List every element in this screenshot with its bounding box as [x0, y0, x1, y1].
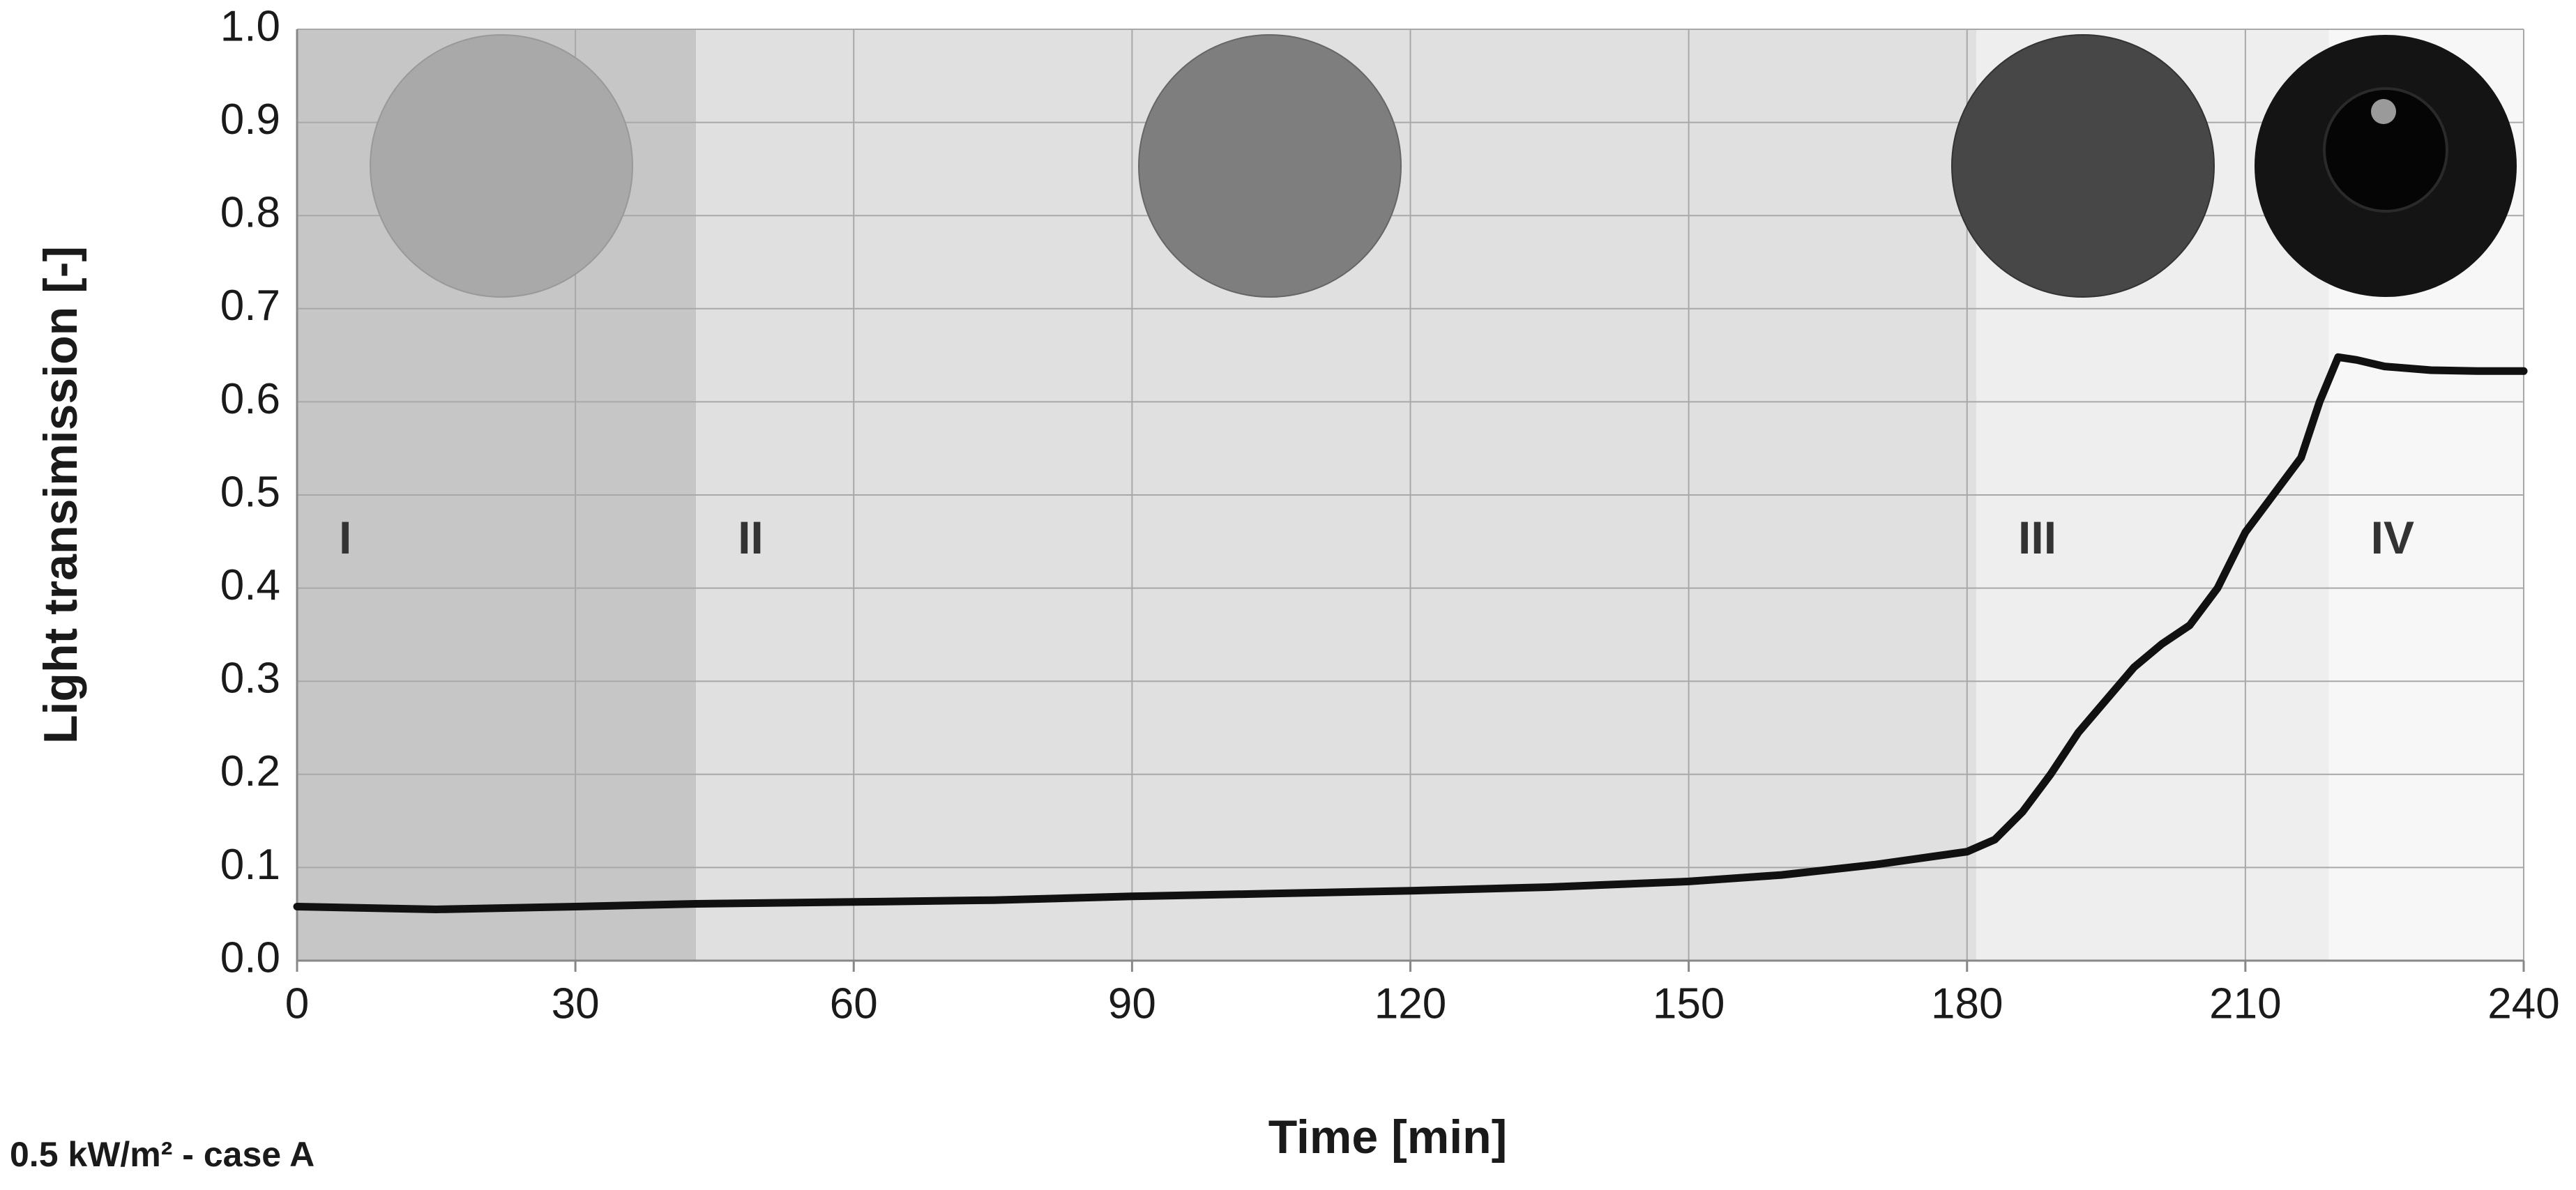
y-tick-label: 0.0 [220, 933, 280, 982]
x-axis-title: Time [min] [1268, 1111, 1508, 1164]
x-tick-label: 0 [285, 979, 309, 1028]
y-tick-label: 0.7 [220, 282, 280, 330]
phase-label: II [738, 512, 764, 563]
x-tick-label: 120 [1374, 979, 1446, 1028]
x-tick-label: 180 [1931, 979, 2003, 1028]
x-tick-label: 60 [830, 979, 878, 1028]
data-line [293, 353, 2528, 913]
y-tick-label: 0.4 [220, 561, 280, 609]
sample-photos [370, 34, 2517, 298]
y-tick-label: 0.6 [220, 375, 280, 423]
x-tick-label: 240 [2487, 979, 2559, 1028]
phase-label: III [2018, 512, 2056, 563]
x-tick-label: 30 [552, 979, 600, 1028]
phase-label: I [339, 512, 351, 563]
y-tick-label: 0.3 [220, 655, 280, 703]
x-tick-label: 90 [1108, 979, 1156, 1028]
sample-photo-detail [2323, 87, 2448, 213]
sample-photo [370, 34, 633, 298]
y-tick-label: 0.8 [220, 189, 280, 237]
sample-photo-detail [2371, 99, 2396, 124]
sample-photo [1951, 34, 2215, 298]
y-tick-label: 0.5 [220, 468, 280, 516]
y-axis-title: Light transimission [-] [34, 246, 87, 744]
y-tick-label: 0.1 [220, 841, 280, 889]
x-tick-label: 210 [2209, 979, 2281, 1028]
x-tick-label: 150 [1653, 979, 1725, 1028]
caption: 0.5 kW/m² - case A [10, 1135, 315, 1174]
y-tick-label: 0.2 [220, 747, 280, 795]
sample-photo [1138, 34, 1402, 298]
y-tick-label: 1.0 [220, 2, 280, 50]
y-tick-label: 0.9 [220, 96, 280, 144]
phase-label: IV [2371, 512, 2414, 563]
